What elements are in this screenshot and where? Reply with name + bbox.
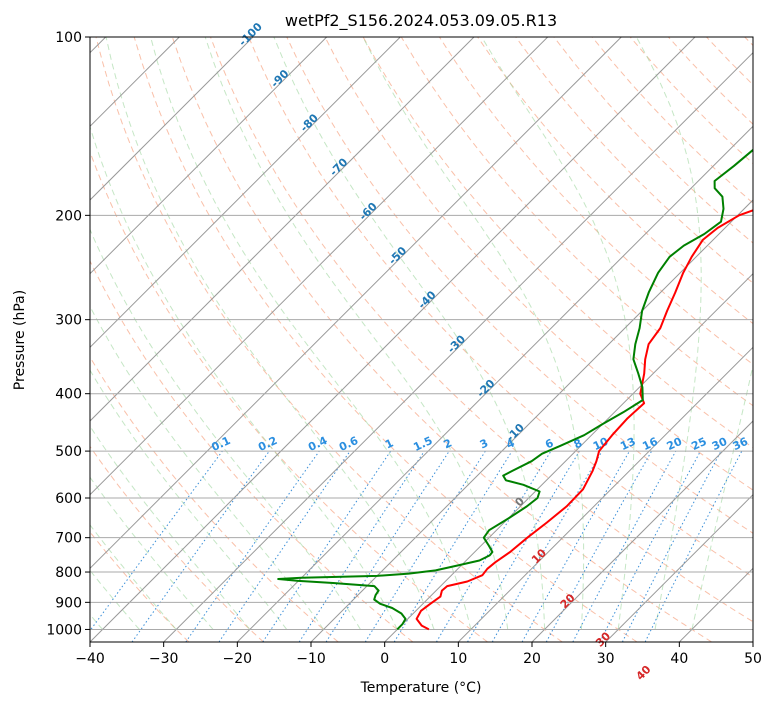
dry-adiabat <box>324 37 753 491</box>
dry-adiabat <box>90 356 339 642</box>
isotherm-line <box>90 37 401 349</box>
moist-adiabat <box>90 305 325 630</box>
x-tick-label: −40 <box>75 651 105 667</box>
isotherm-line <box>90 37 549 496</box>
y-axis: 100 200 300 400 500 600 700 800 900 1000 <box>46 30 90 638</box>
mixing-ratio-label: 36 <box>731 435 751 453</box>
dry-adiabat <box>210 37 753 623</box>
isotherm-line <box>531 420 753 642</box>
x-axis-label: Temperature (°C) <box>360 680 482 696</box>
mixing-ratio-line <box>298 450 425 642</box>
moist-adiabat <box>273 37 546 630</box>
y-tick-label: 1000 <box>46 622 82 638</box>
x-tick-label: 30 <box>597 651 615 667</box>
y-tick-label: 300 <box>55 313 82 329</box>
mixing-ratio-label: 30 <box>710 435 730 453</box>
chart-title: wetPf2_S156.2024.053.09.05.R13 <box>285 11 557 31</box>
moist-adiabat <box>90 228 361 630</box>
isotherm-line <box>90 37 696 642</box>
y-tick-label: 100 <box>55 30 82 46</box>
background-lines <box>90 37 753 642</box>
x-axis: −40 −30 −20 −10 0 10 20 30 40 50 <box>75 642 762 667</box>
mixing-ratio-line <box>393 450 513 642</box>
moist-adiabat <box>362 37 585 630</box>
x-tick-label: −20 <box>223 651 253 667</box>
mixing-ratio-line <box>185 450 320 642</box>
mixing-ratio-line <box>572 450 677 642</box>
profile-lines <box>277 148 753 631</box>
moist-adiabat <box>204 37 509 630</box>
mixing-ratio-label: 20 <box>665 435 685 453</box>
moist-adiabat <box>90 125 398 630</box>
x-tick-label: 50 <box>744 651 762 667</box>
mixing-ratio-line <box>325 450 450 642</box>
mixing-ratio-line <box>90 450 223 632</box>
mixing-ratio-line <box>262 450 392 642</box>
moist-adiabat <box>150 37 472 630</box>
y-tick-label: 400 <box>55 387 82 403</box>
mixing-ratio-line <box>521 450 630 642</box>
moist-adiabat <box>90 369 288 630</box>
mixing-ratio-line <box>218 450 351 642</box>
y-tick-label: 900 <box>55 595 82 611</box>
dry-adiabat <box>90 445 264 642</box>
x-tick-label: 40 <box>670 651 688 667</box>
dry-adiabat <box>90 259 414 642</box>
y-axis-label: Pressure (hPa) <box>12 290 28 390</box>
x-tick-label: 10 <box>449 651 467 667</box>
moist-adiabat <box>90 425 251 630</box>
y-tick-label: 600 <box>55 491 82 507</box>
mixing-ratio-label: 13 <box>618 435 637 453</box>
dewpoint-line <box>277 148 753 631</box>
mixing-ratio-line <box>545 450 653 642</box>
isotherm-line <box>90 37 622 570</box>
isotherm-line <box>90 37 254 201</box>
plot-frame <box>89 36 754 643</box>
moist-adiabat <box>691 363 753 630</box>
isotherm-line <box>310 199 753 642</box>
mixing-ratio-line <box>644 450 743 642</box>
y-tick-label: 800 <box>55 565 82 581</box>
dry-adiabat <box>171 37 712 642</box>
x-tick-label: −10 <box>296 651 326 667</box>
mixing-ratio-label: 16 <box>640 435 660 453</box>
dry-adiabat <box>248 37 753 578</box>
isotherm-line <box>90 37 328 275</box>
dry-adiabat <box>286 37 753 534</box>
moist-adiabat <box>90 524 177 630</box>
moist-adiabat <box>481 37 635 630</box>
x-tick-label: 0 <box>380 651 389 667</box>
x-tick-label: 20 <box>523 651 541 667</box>
temperature-line <box>415 209 753 631</box>
moist-adiabat <box>90 476 214 630</box>
isotherm-line <box>457 346 753 642</box>
moist-adiabat <box>90 569 140 630</box>
dry-adiabat <box>95 37 563 642</box>
moist-adiabat <box>105 37 435 630</box>
mixing-ratio-label: 25 <box>689 435 708 453</box>
y-tick-label: 700 <box>55 531 82 547</box>
dry-adiabat <box>515 37 753 284</box>
dry-adiabat <box>133 37 638 642</box>
x-tick-label: −30 <box>149 651 179 667</box>
y-tick-label: 500 <box>55 444 82 460</box>
isotherm-line <box>90 37 475 422</box>
isotherm-line <box>163 51 753 642</box>
mixing-ratio-line <box>131 450 270 642</box>
moist-adiabat <box>635 37 702 630</box>
isotherm-line <box>605 493 753 642</box>
isotherm-line <box>236 125 753 642</box>
mixing-ratio-label: 10 <box>591 435 611 453</box>
y-tick-label: 200 <box>55 208 82 224</box>
